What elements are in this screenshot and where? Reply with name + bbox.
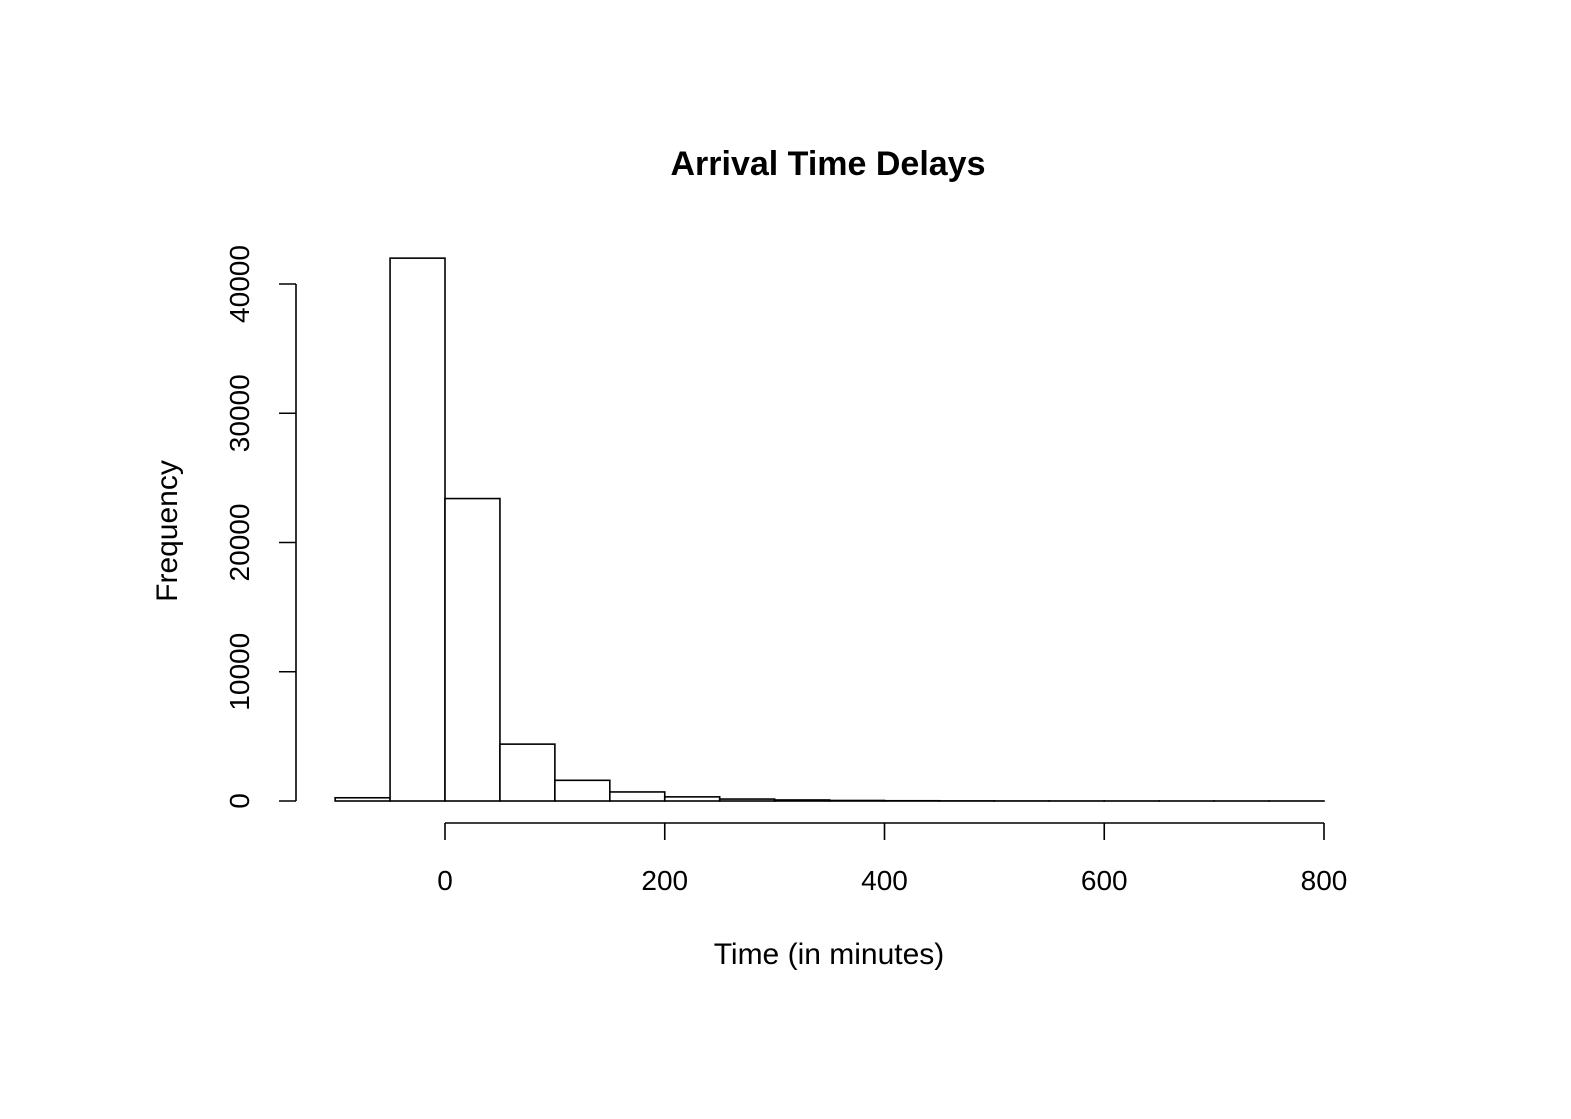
x-axis-ticks: 0 200 400 600 800 [437,823,1347,896]
histogram-bar [828,799,886,802]
x-tick-label: 0 [437,865,453,896]
x-tick-label: 200 [641,865,688,896]
histogram-bar [773,799,831,802]
histogram-bar [444,497,501,802]
chart-title: Arrival Time Delays [671,145,986,183]
y-axis-label: Frequency [151,460,184,602]
y-tick-label: 40000 [224,245,255,323]
histogram-bar [554,779,611,802]
histogram-bar [609,791,666,802]
x-tick-label: 600 [1081,865,1128,896]
x-tick-label: 800 [1301,865,1348,896]
y-axis-ticks: 0 10000 20000 30000 40000 [224,245,296,809]
x-axis-label: Time (in minutes) [714,938,945,971]
y-tick-label: 20000 [224,504,255,582]
histogram-bar [499,743,556,802]
x-tick-label: 400 [861,865,908,896]
y-tick-label: 0 [224,793,255,809]
y-tick-label: 10000 [224,633,255,711]
y-tick-label: 30000 [224,374,255,452]
histogram-bars [334,257,1325,802]
histogram-bar [718,798,776,802]
histogram-bar [334,796,391,802]
histogram-bar [663,796,721,802]
histogram-bar [389,257,446,802]
